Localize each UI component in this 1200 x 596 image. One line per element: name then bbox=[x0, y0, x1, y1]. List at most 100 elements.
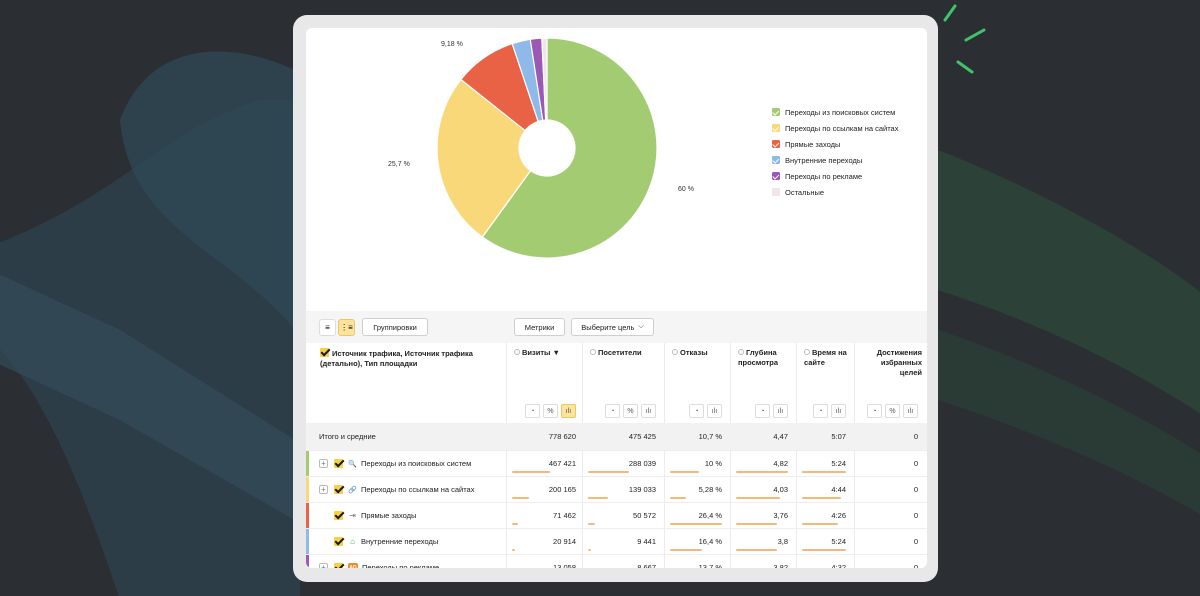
table-cell-value: 20 914 bbox=[553, 537, 576, 546]
value-bar bbox=[736, 497, 780, 499]
bars-mode-icon[interactable]: ılı bbox=[707, 404, 722, 418]
radio-icon[interactable] bbox=[804, 349, 810, 355]
pie-slice-search[interactable] bbox=[481, 37, 658, 259]
legend-item[interactable]: Прямые заходы bbox=[772, 136, 898, 152]
percent-mode-icon[interactable]: % bbox=[543, 404, 558, 418]
table-row[interactable]: + 🔗 Переходы по ссылкам на сайтах 200 165 13… bbox=[306, 477, 927, 503]
table-cell-value: 4:44 bbox=[831, 485, 846, 494]
column-header[interactable]: Посетители bbox=[590, 348, 660, 358]
pie-slice-links[interactable] bbox=[436, 78, 532, 238]
column-header[interactable]: Отказы bbox=[672, 348, 726, 358]
pie-mode-icon[interactable]: ◔ bbox=[605, 404, 620, 418]
table-cell-value: 4,03 bbox=[773, 485, 788, 494]
tree-view-icon[interactable]: ⋮≡ bbox=[338, 319, 355, 336]
table-cell-value: 200 165 bbox=[548, 485, 576, 494]
column-view-modes: ◔ ılı bbox=[813, 404, 846, 418]
table-cell-value: 8 667 bbox=[637, 563, 656, 568]
legend-label: Переходы по рекламе bbox=[785, 171, 863, 181]
column-header[interactable]: Время на сайте bbox=[804, 348, 850, 368]
row-label[interactable]: Переходы из поисковых систем bbox=[361, 459, 472, 468]
checkbox-icon[interactable] bbox=[320, 348, 329, 357]
legend-checkbox-icon[interactable] bbox=[772, 124, 780, 132]
legend-checkbox-icon[interactable] bbox=[772, 188, 780, 196]
row-checkbox-icon[interactable] bbox=[334, 485, 343, 494]
bars-mode-icon[interactable]: ılı bbox=[831, 404, 846, 418]
pie-mode-icon[interactable]: ◔ bbox=[525, 404, 540, 418]
chart-legend: Переходы из поисковых систем Переходы по … bbox=[772, 104, 898, 200]
bars-mode-icon[interactable]: ılı bbox=[641, 404, 656, 418]
column-header-label: Глубина просмотра bbox=[738, 348, 779, 367]
percent-mode-icon[interactable]: % bbox=[885, 404, 900, 418]
pie-mode-icon[interactable]: ◔ bbox=[867, 404, 882, 418]
value-bar bbox=[802, 549, 846, 551]
legend-checkbox-icon[interactable] bbox=[772, 156, 780, 164]
bars-mode-icon[interactable]: ılı bbox=[773, 404, 788, 418]
row-label[interactable]: Переходы по ссылкам на сайтах bbox=[361, 485, 475, 494]
dimension-header[interactable]: Источник трафика, Источник трафика (дета… bbox=[320, 348, 510, 369]
row-label[interactable]: Переходы по рекламе bbox=[362, 563, 440, 568]
metrics-button[interactable]: Метрики bbox=[514, 318, 565, 336]
legend-checkbox-icon[interactable] bbox=[772, 172, 780, 180]
table-cell-value: 778 620 bbox=[548, 432, 576, 441]
pie-mode-icon[interactable]: ◔ bbox=[755, 404, 770, 418]
table-cell-value: 4,82 bbox=[773, 459, 788, 468]
table-row[interactable]: ⌂ Внутренние переходы 20 914 9 441 16,4 % 3,8… bbox=[306, 529, 927, 555]
list-view-icon[interactable]: ≡ bbox=[319, 319, 336, 336]
row-checkbox-icon[interactable] bbox=[334, 537, 343, 546]
report-table: ≡ ⋮≡ Группировки Метрики Выберите цель ⌵… bbox=[306, 311, 927, 568]
column-header-label: Время на сайте bbox=[804, 348, 847, 367]
table-cell-value: 10,7 % bbox=[698, 432, 722, 441]
legend-item[interactable]: Переходы из поисковых систем bbox=[772, 104, 898, 120]
legend-item[interactable]: Переходы по рекламе bbox=[772, 168, 898, 184]
table-row[interactable]: + 🔍 Переходы из поисковых систем 467 421 288… bbox=[306, 451, 927, 477]
radio-icon[interactable] bbox=[738, 349, 744, 355]
value-bar bbox=[588, 549, 591, 551]
percent-mode-icon[interactable]: % bbox=[623, 404, 638, 418]
table-cell-value: 10 % bbox=[704, 459, 722, 468]
goal-select[interactable]: Выберите цель ⌵ bbox=[571, 318, 654, 336]
row-label[interactable]: Внутренние переходы bbox=[361, 537, 439, 546]
value-bar bbox=[670, 523, 722, 525]
legend-label: Переходы по ссылкам на сайтах bbox=[785, 123, 899, 133]
value-bar bbox=[670, 549, 702, 551]
pie-slice-other[interactable] bbox=[541, 37, 548, 121]
bars-mode-icon[interactable]: ılı bbox=[561, 404, 576, 418]
table-cell-value: 3,8 bbox=[777, 537, 788, 546]
row-checkbox-icon[interactable] bbox=[334, 511, 343, 520]
table-row[interactable]: ⇥ Прямые заходы 71 462 50 572 26,4 % 3,76 4:26… bbox=[306, 503, 927, 529]
table-cell-value: 467 421 bbox=[548, 459, 576, 468]
row-checkbox-icon[interactable] bbox=[334, 459, 343, 468]
legend-item[interactable]: Остальные bbox=[772, 184, 898, 200]
table-cell-value: 3,82 bbox=[773, 563, 788, 568]
row-label[interactable]: Прямые заходы bbox=[361, 511, 417, 520]
radio-icon[interactable] bbox=[514, 349, 520, 355]
chart-area: 9,18 % 25,7 % 60 % Переходы из поисковых… bbox=[306, 28, 927, 311]
column-header[interactable]: Визиты ▼ bbox=[514, 348, 580, 358]
row-color-stripe bbox=[306, 503, 309, 528]
legend-checkbox-icon[interactable] bbox=[772, 108, 780, 116]
legend-checkbox-icon[interactable] bbox=[772, 140, 780, 148]
expand-icon[interactable]: + bbox=[319, 563, 328, 568]
slice-label-links: 25,7 % bbox=[388, 161, 410, 168]
column-view-modes: ◔% ılı bbox=[605, 404, 656, 418]
radio-icon[interactable] bbox=[672, 349, 678, 355]
legend-item[interactable]: Переходы по ссылкам на сайтах bbox=[772, 120, 898, 136]
radio-icon[interactable] bbox=[590, 349, 596, 355]
table-cell-value: 16,4 % bbox=[698, 537, 722, 546]
expand-icon[interactable]: + bbox=[319, 485, 328, 494]
column-view-modes: ◔ ılı bbox=[689, 404, 722, 418]
groupings-button[interactable]: Группировки bbox=[362, 318, 428, 336]
pie-mode-icon[interactable]: ◔ bbox=[813, 404, 828, 418]
legend-item[interactable]: Внутренние переходы bbox=[772, 152, 898, 168]
table-cell-value: 5:24 bbox=[831, 459, 846, 468]
column-header[interactable]: Достижения избранных целей bbox=[862, 348, 922, 378]
column-header[interactable]: Глубина просмотра bbox=[738, 348, 792, 368]
expand-icon[interactable]: + bbox=[319, 459, 328, 468]
column-header-label: Отказы bbox=[680, 348, 708, 357]
table-row[interactable]: + AD Переходы по рекламе 13 058 8 667 13,7 % 3… bbox=[306, 555, 927, 568]
column-view-modes: ◔ ılı bbox=[755, 404, 788, 418]
row-checkbox-icon[interactable] bbox=[334, 563, 343, 568]
value-bar bbox=[736, 523, 777, 525]
bars-mode-icon[interactable]: ılı bbox=[903, 404, 918, 418]
pie-mode-icon[interactable]: ◔ bbox=[689, 404, 704, 418]
